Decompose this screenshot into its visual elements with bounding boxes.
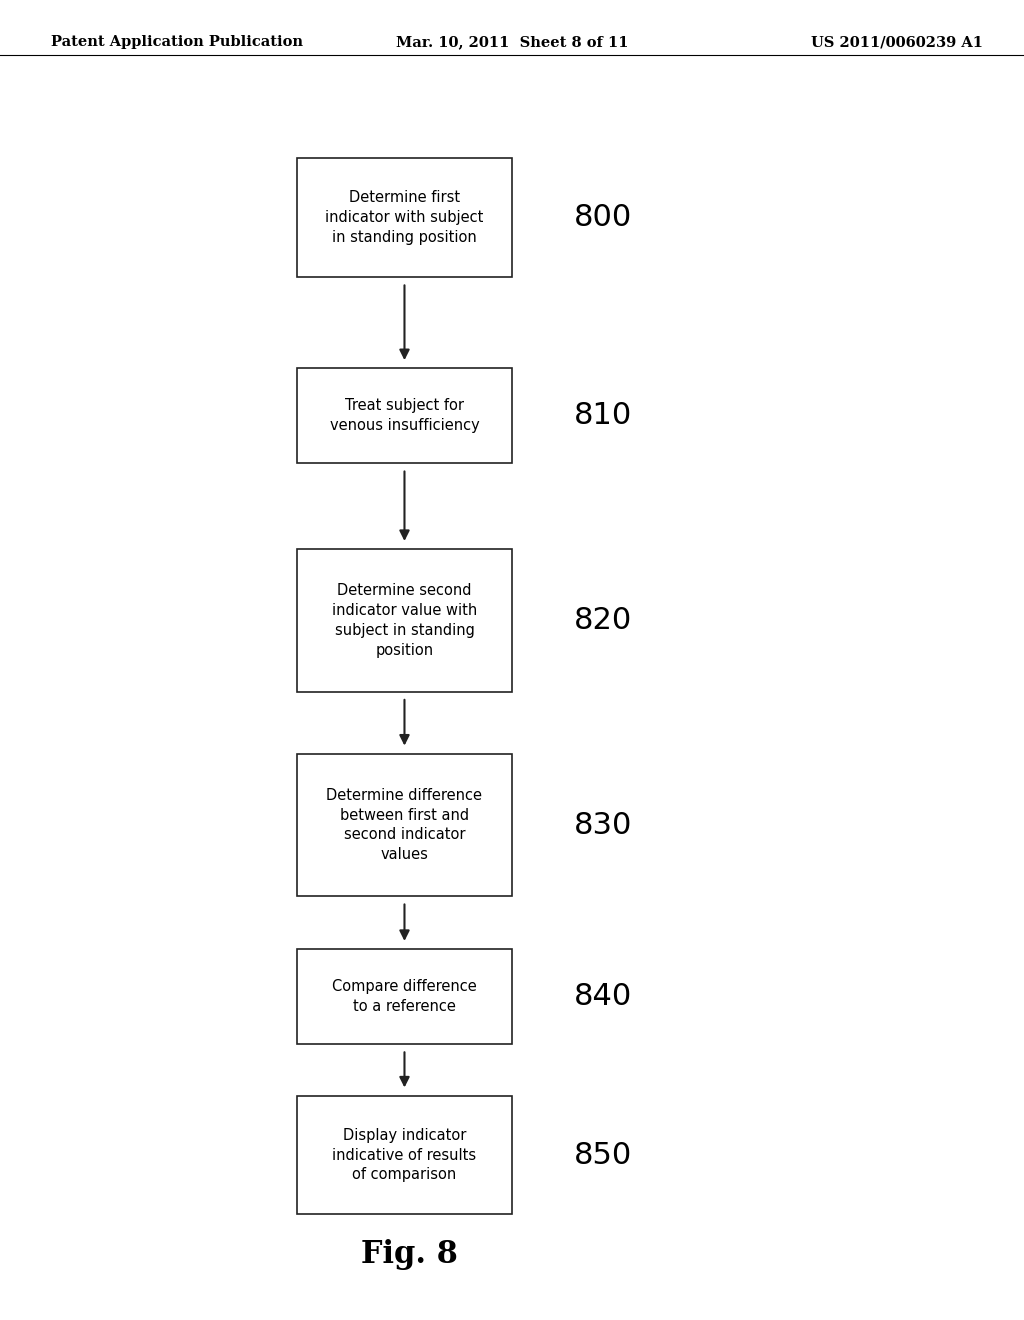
- Bar: [297, 549, 512, 692]
- Bar: [297, 949, 512, 1044]
- Text: Compare difference
to a reference: Compare difference to a reference: [332, 979, 477, 1014]
- Text: 800: 800: [573, 203, 632, 232]
- Text: US 2011/0060239 A1: US 2011/0060239 A1: [811, 36, 983, 49]
- Text: Treat subject for
venous insufficiency: Treat subject for venous insufficiency: [330, 399, 479, 433]
- Text: 850: 850: [573, 1140, 632, 1170]
- Text: 840: 840: [573, 982, 632, 1011]
- Text: Fig. 8: Fig. 8: [361, 1239, 458, 1270]
- Text: Determine first
indicator with subject
in standing position: Determine first indicator with subject i…: [326, 190, 483, 246]
- Text: Display indicator
indicative of results
of comparison: Display indicator indicative of results …: [333, 1127, 476, 1183]
- Bar: [297, 1096, 512, 1214]
- Text: Patent Application Publication: Patent Application Publication: [51, 36, 303, 49]
- Text: Determine difference
between first and
second indicator
values: Determine difference between first and s…: [327, 788, 482, 862]
- Bar: [297, 754, 512, 896]
- Bar: [297, 158, 512, 277]
- Text: Determine second
indicator value with
subject in standing
position: Determine second indicator value with su…: [332, 583, 477, 657]
- Bar: [297, 368, 512, 463]
- Text: 830: 830: [573, 810, 632, 840]
- Text: 820: 820: [573, 606, 632, 635]
- Text: 810: 810: [573, 401, 632, 430]
- Text: Mar. 10, 2011  Sheet 8 of 11: Mar. 10, 2011 Sheet 8 of 11: [395, 36, 629, 49]
